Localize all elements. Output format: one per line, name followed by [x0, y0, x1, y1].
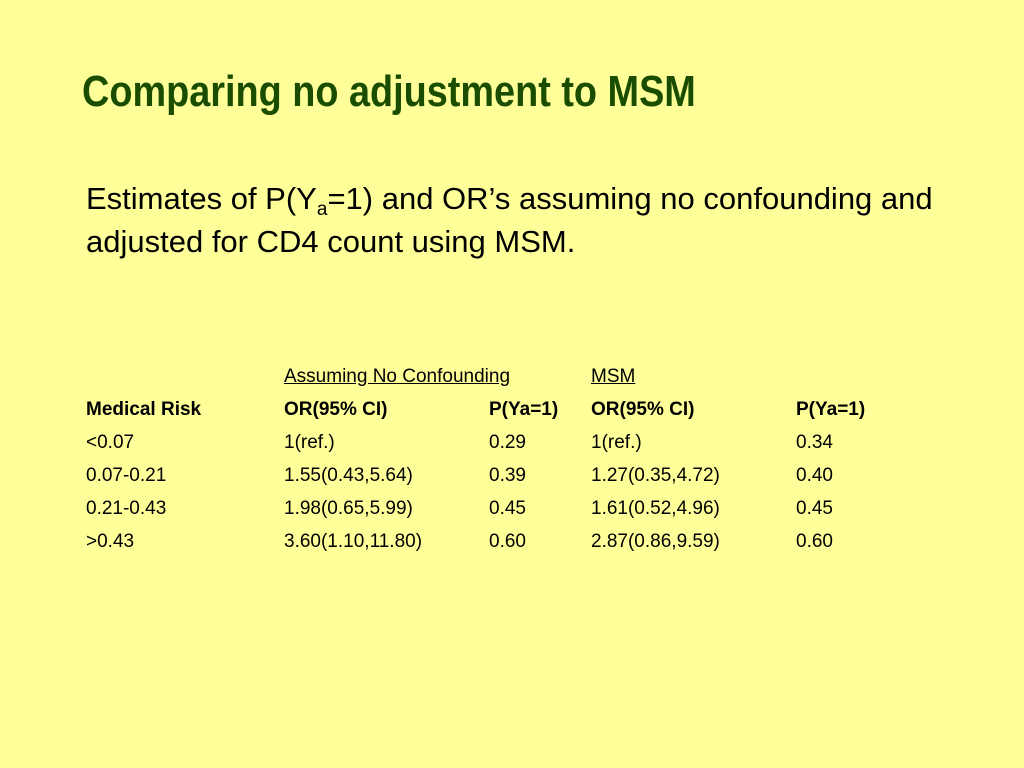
column-header-or-no-confounding: OR(95% CI) — [284, 398, 388, 420]
p-no-confounding-cell: 0.39 — [489, 464, 526, 486]
medical-risk-cell: 0.21-0.43 — [86, 497, 167, 519]
medical-risk-cell: >0.43 — [86, 530, 135, 552]
body-text-subscript: a — [316, 199, 328, 220]
empty-cell — [81, 360, 279, 393]
p-msm-cell: 0.40 — [796, 464, 833, 486]
table-row: 0.21-0.43 1.98(0.65,5.99) 0.45 1.61(0.52… — [81, 492, 901, 525]
slide-body-text: Estimates of P(Ya=1) and OR’s assuming n… — [86, 177, 986, 263]
p-no-confounding-cell: 0.29 — [489, 431, 526, 453]
body-text-part2: =1) and OR’s assuming no confounding and… — [86, 181, 933, 259]
medical-risk-cell: <0.07 — [86, 431, 135, 453]
column-header-or-msm: OR(95% CI) — [591, 398, 695, 420]
or-no-confounding-cell: 3.60(1.10,11.80) — [284, 530, 423, 552]
p-no-confounding-cell: 0.45 — [489, 497, 526, 519]
column-header-p-no-confounding: P(Ya=1) — [489, 398, 559, 420]
group-header-no-confounding: Assuming No Confounding — [284, 365, 511, 387]
or-msm-cell: 2.87(0.86,9.59) — [591, 530, 720, 552]
or-msm-cell: 1(ref.) — [591, 431, 642, 453]
or-no-confounding-cell: 1.98(0.65,5.99) — [284, 497, 413, 519]
group-header-msm: MSM — [591, 365, 636, 387]
or-msm-cell: 1.61(0.52,4.96) — [591, 497, 720, 519]
results-table: Assuming No Confounding MSM Medical Risk… — [81, 360, 901, 558]
slide-title: Comparing no adjustment to MSM — [82, 67, 696, 116]
or-no-confounding-cell: 1.55(0.43,5.64) — [284, 464, 413, 486]
column-header-medical-risk: Medical Risk — [86, 398, 202, 420]
or-no-confounding-cell: 1(ref.) — [284, 431, 335, 453]
table-row: 0.07-0.21 1.55(0.43,5.64) 0.39 1.27(0.35… — [81, 459, 901, 492]
table-header-row: Medical Risk OR(95% CI) P(Ya=1) OR(95% C… — [81, 393, 901, 426]
table-row: >0.43 3.60(1.10,11.80) 0.60 2.87(0.86,9.… — [81, 525, 901, 558]
p-msm-cell: 0.45 — [796, 497, 833, 519]
table-group-header-row: Assuming No Confounding MSM — [81, 360, 901, 393]
p-msm-cell: 0.34 — [796, 431, 833, 453]
or-msm-cell: 1.27(0.35,4.72) — [591, 464, 720, 486]
body-text-part1: Estimates of P(Y — [86, 181, 317, 216]
p-msm-cell: 0.60 — [796, 530, 833, 552]
column-header-p-msm: P(Ya=1) — [796, 398, 866, 420]
p-no-confounding-cell: 0.60 — [489, 530, 526, 552]
medical-risk-cell: 0.07-0.21 — [86, 464, 167, 486]
table-row: <0.07 1(ref.) 0.29 1(ref.) 0.34 — [81, 426, 901, 459]
